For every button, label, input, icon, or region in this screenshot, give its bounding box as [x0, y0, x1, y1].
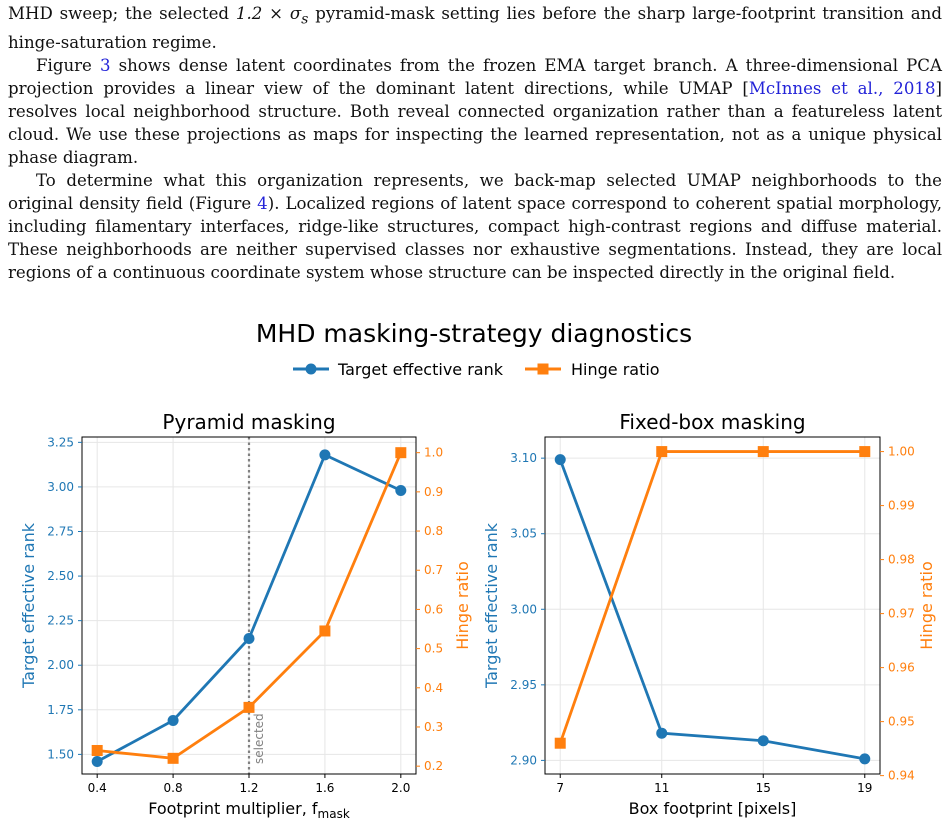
data-point-hinge [319, 625, 331, 637]
legend-label-hinge: Hinge ratio [571, 360, 660, 379]
x-tick-label: 19 [857, 781, 872, 795]
x-tick-label: 15 [756, 781, 771, 795]
y-tick-label: 1.75 [47, 703, 74, 717]
y-tick-label: 3.00 [47, 480, 74, 494]
y2-tick-label: 0.99 [888, 499, 915, 513]
figure-suptitle: MHD masking-strategy diagnostics [256, 319, 692, 348]
y-axis-label: Target effective rank [482, 522, 501, 689]
y2-tick-label: 0.5 [424, 642, 443, 656]
x-axis-label: Footprint multiplier, fmask [148, 799, 350, 821]
x-tick-label: 0.8 [164, 781, 183, 795]
y2-tick-label: 0.6 [424, 602, 443, 616]
x-axis-label-subscript: mask [318, 807, 350, 821]
y-tick-label: 2.50 [47, 569, 74, 583]
paper-text: MHD sweep; the selected 1.2 × σs pyramid… [8, 2, 942, 284]
y-tick-label: 2.90 [510, 753, 537, 767]
figure-ref-link[interactable]: 4 [257, 194, 268, 214]
x-axis-label: Box footprint [pixels] [629, 799, 797, 818]
data-point-hinge [859, 446, 871, 458]
data-point-rank [859, 753, 871, 765]
citation-link[interactable]: McInnes et al., 2018 [748, 79, 936, 99]
data-point-hinge [395, 447, 407, 459]
x-tick-label: 1.6 [315, 781, 334, 795]
paragraph-0: MHD sweep; the selected 1.2 × σs pyramid… [8, 2, 942, 54]
y2-tick-label: 0.94 [888, 769, 915, 783]
selected-label: selected [252, 713, 266, 764]
data-point-rank [319, 449, 331, 461]
text-run: MHD sweep; the selected [8, 4, 236, 23]
y-tick-label: 2.75 [47, 525, 74, 539]
text-run: pyramid-mask setting lies before the sha… [8, 4, 942, 53]
legend-marker-rank [305, 363, 317, 375]
data-point-hinge [554, 737, 566, 749]
panel-pyramid-masking: selected 0.4 0.8 1.2 1.6 2.0 1.50 1.75 2.00 2.25 2… [19, 410, 472, 821]
legend-label-rank: Target effective rank [337, 360, 504, 379]
y-tick-label: 2.00 [47, 658, 74, 672]
series-line-hinge [558, 450, 865, 744]
data-point-hinge [91, 744, 103, 756]
panel-title: Pyramid masking [162, 410, 335, 434]
data-point-rank [554, 454, 566, 466]
panel-fixed-box-masking: 7 11 15 19 2.90 2.95 3.00 3.05 3.10 0.94 0.95 0.96 0… [482, 410, 936, 818]
text-run: To determine what this organization repr… [8, 171, 942, 214]
y2-axis-label: Hinge ratio [453, 561, 472, 650]
x-tick-label: 7 [556, 781, 564, 795]
math-subscript: s [301, 11, 309, 28]
y2-tick-label: 0.98 [888, 553, 915, 567]
y2-tick-label: 0.97 [888, 607, 915, 621]
paragraph-1: Figure 3 shows dense latent coordinates … [8, 54, 942, 169]
x-tick-label: 1.2 [239, 781, 258, 795]
y2-tick-label: 1.0 [424, 446, 443, 460]
x-tick-label: 2.0 [391, 781, 410, 795]
figure-ref-link[interactable]: 3 [99, 56, 111, 76]
figure-legend: Target effective rank Hinge ratio [293, 360, 660, 379]
y2-tick-label: 0.2 [424, 759, 443, 773]
x-tick-label: 0.4 [88, 781, 107, 795]
data-point-hinge [167, 752, 179, 764]
data-point-rank [243, 632, 255, 644]
data-point-rank [656, 727, 668, 739]
y2-tick-label: 1.00 [888, 445, 915, 459]
data-point-rank [757, 735, 769, 747]
y-tick-label: 1.50 [47, 747, 74, 761]
y-tick-label: 2.95 [510, 678, 537, 692]
y-tick-label: 2.25 [47, 614, 74, 628]
panel-title: Fixed-box masking [619, 410, 805, 434]
text-run: shows dense latent coordinates from the … [8, 56, 942, 99]
text-run: ] resolves local neighborhood structure.… [8, 79, 942, 168]
y2-tick-label: 0.3 [424, 720, 443, 734]
figure: MHD masking-strategy diagnostics Target … [19, 319, 936, 821]
data-point-rank [395, 484, 407, 496]
data-point-rank [167, 715, 179, 727]
y2-tick-label: 0.96 [888, 661, 915, 675]
y-tick-label: 3.00 [510, 602, 537, 616]
y-tick-label: 3.25 [47, 435, 74, 449]
data-point-hinge [757, 446, 769, 458]
text-run: Figure [36, 56, 100, 76]
y2-tick-label: 0.4 [424, 681, 443, 695]
y2-tick-label: 0.8 [424, 524, 443, 538]
data-point-hinge [243, 701, 255, 713]
data-point-hinge [656, 446, 668, 458]
y2-axis-label: Hinge ratio [917, 561, 936, 650]
y-tick-label: 3.10 [510, 451, 537, 465]
y-tick-label: 3.05 [510, 527, 537, 541]
paragraph-2: To determine what this organization repr… [8, 169, 942, 284]
y-axis-label: Target effective rank [19, 522, 38, 689]
legend-marker-hinge [537, 363, 549, 375]
data-point-rank [91, 756, 103, 768]
text-run: ). Localized regions of latent space cor… [8, 194, 942, 283]
y2-tick-label: 0.7 [424, 563, 443, 577]
y2-tick-label: 0.9 [424, 485, 443, 499]
axes-frame [544, 436, 881, 775]
x-tick-label: 11 [654, 781, 669, 795]
math-inline: 1.2 × σ [235, 4, 302, 23]
y2-tick-label: 0.95 [888, 715, 915, 729]
